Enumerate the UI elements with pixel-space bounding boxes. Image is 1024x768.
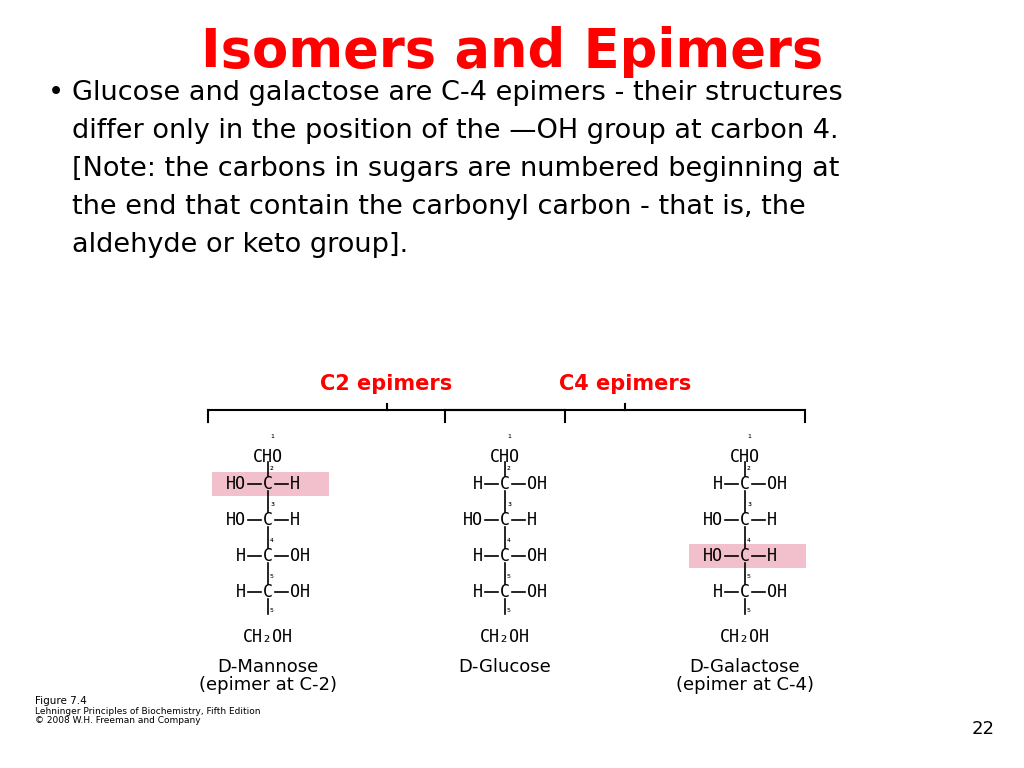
Text: ¹: ¹ [746,434,751,444]
Text: differ only in the position of the —OH group at carbon 4.: differ only in the position of the —OH g… [72,118,839,144]
Text: CH₂OH: CH₂OH [720,628,770,646]
Text: the end that contain the carbonyl carbon - that is, the: the end that contain the carbonyl carbon… [72,194,806,220]
Text: HO: HO [463,511,483,529]
Text: HO: HO [703,511,723,529]
Text: C: C [740,511,750,529]
Text: Lehninger Principles of Biochemistry, Fifth Edition: Lehninger Principles of Biochemistry, Fi… [35,707,260,716]
Text: H: H [290,511,300,529]
Text: H: H [236,583,246,601]
Text: D‐Galactose: D‐Galactose [690,658,801,676]
Text: (epimer at C-4): (epimer at C-4) [676,676,814,694]
Text: D‐Mannose: D‐Mannose [217,658,318,676]
Text: H: H [527,511,537,529]
Text: HO: HO [703,547,723,565]
Text: Isomers and Epimers: Isomers and Epimers [201,26,823,78]
Text: CHO: CHO [730,448,760,466]
Text: ²: ² [270,466,273,476]
Text: C: C [500,475,510,493]
Text: H: H [236,547,246,565]
Text: ²: ² [746,466,751,476]
Text: OH: OH [290,583,310,601]
Text: C4 epimers: C4 epimers [559,374,691,394]
Text: HO: HO [226,511,246,529]
Text: C: C [263,547,273,565]
Text: ⁵: ⁵ [746,574,751,584]
Text: C: C [500,583,510,601]
Text: ⁵: ⁵ [746,608,751,618]
Text: ³: ³ [746,502,751,512]
Text: aldehyde or keto group].: aldehyde or keto group]. [72,232,409,258]
Text: OH: OH [527,475,547,493]
Text: 22: 22 [972,720,995,738]
Text: CHO: CHO [490,448,520,466]
Text: Glucose and galactose are C-4 epimers - their structures: Glucose and galactose are C-4 epimers - … [72,80,843,106]
Text: CHO: CHO [253,448,283,466]
Text: OH: OH [290,547,310,565]
FancyBboxPatch shape [212,472,329,496]
Text: C: C [740,547,750,565]
Text: C: C [740,583,750,601]
Text: ⁵: ⁵ [507,608,511,618]
Text: ¹: ¹ [270,434,273,444]
Text: C: C [263,583,273,601]
Text: Figure 7.4: Figure 7.4 [35,696,87,706]
Text: ⁴: ⁴ [746,538,751,548]
Text: C: C [263,475,273,493]
Text: H: H [713,475,723,493]
Text: ⁵: ⁵ [507,574,511,584]
Text: ⁵: ⁵ [270,608,273,618]
Text: C2 epimers: C2 epimers [321,374,453,394]
Text: CH₂OH: CH₂OH [480,628,530,646]
Text: C: C [500,547,510,565]
Text: ¹: ¹ [507,434,511,444]
Text: C: C [740,475,750,493]
Text: C: C [263,511,273,529]
Text: [Note: the carbons in sugars are numbered beginning at: [Note: the carbons in sugars are numbere… [72,156,840,182]
Text: H: H [473,475,483,493]
Text: H: H [473,547,483,565]
Text: •: • [48,80,65,106]
Text: ⁴: ⁴ [507,538,511,548]
Text: H: H [767,547,777,565]
Text: OH: OH [767,475,787,493]
Text: ²: ² [507,466,511,476]
Text: (epimer at C-2): (epimer at C-2) [199,676,337,694]
Text: H: H [767,511,777,529]
Text: OH: OH [767,583,787,601]
Text: ⁴: ⁴ [270,538,273,548]
Text: © 2008 W.H. Freeman and Company: © 2008 W.H. Freeman and Company [35,716,201,725]
Text: H: H [713,583,723,601]
Text: C: C [500,511,510,529]
Text: H: H [290,475,300,493]
FancyBboxPatch shape [689,544,806,568]
Text: H: H [473,583,483,601]
Text: CH₂OH: CH₂OH [243,628,293,646]
Text: OH: OH [527,583,547,601]
Text: HO: HO [226,475,246,493]
Text: ³: ³ [270,502,274,512]
Text: ³: ³ [507,502,511,512]
Text: OH: OH [527,547,547,565]
Text: D‐Glucose: D‐Glucose [459,658,551,676]
Text: ⁵: ⁵ [270,574,273,584]
